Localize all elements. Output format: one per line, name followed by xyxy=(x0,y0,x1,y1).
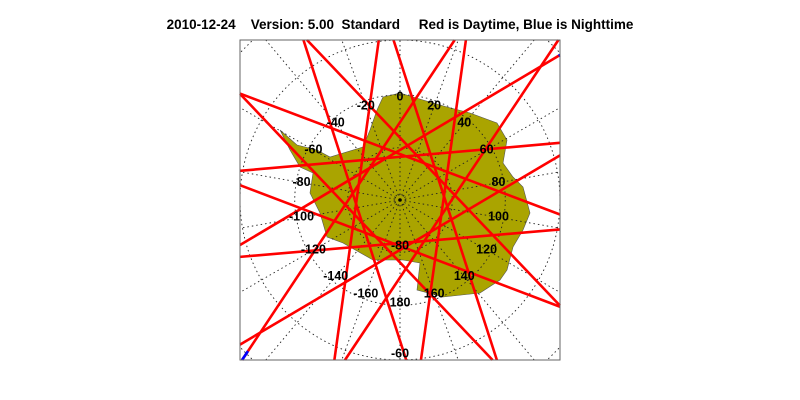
latitude-circle xyxy=(240,40,253,53)
daytime-track xyxy=(302,39,408,361)
longitude-label: 140 xyxy=(454,269,475,283)
longitude-label: 160 xyxy=(424,286,445,300)
longitude-label: 80 xyxy=(492,175,506,189)
title-mode: Standard xyxy=(341,17,401,32)
daytime-track xyxy=(239,92,494,361)
longitude-label: 120 xyxy=(476,242,497,256)
meridian-line xyxy=(239,202,396,293)
longitude-label: -120 xyxy=(301,242,326,256)
longitude-label: -80 xyxy=(292,175,310,189)
plot-title: 2010-12-24 Version: 5.00 Standard Red is… xyxy=(0,17,800,32)
title-date: 2010-12-24 xyxy=(166,17,236,32)
meridian-line xyxy=(401,204,459,361)
longitude-label: -140 xyxy=(323,269,348,283)
daytime-track xyxy=(343,39,560,361)
latitude-label: -80 xyxy=(391,239,409,253)
meridian-line xyxy=(401,39,459,196)
longitude-label: 0 xyxy=(397,89,404,103)
longitude-label: 100 xyxy=(488,210,509,224)
meridian-line xyxy=(404,171,561,200)
meridian-line xyxy=(239,200,396,229)
latitude-label: -60 xyxy=(391,346,409,360)
nighttime-track xyxy=(240,350,250,361)
meridian-line xyxy=(341,39,399,196)
map-frame xyxy=(239,39,561,361)
meridian-line xyxy=(341,204,399,361)
longitude-label: -60 xyxy=(304,142,322,156)
longitude-label: 60 xyxy=(480,142,494,156)
meridian-line xyxy=(404,107,561,198)
daytime-track xyxy=(333,39,381,361)
longitude-label: -40 xyxy=(327,116,345,130)
meridian-line xyxy=(239,171,396,200)
longitude-label: -160 xyxy=(353,286,378,300)
daytime-track xyxy=(392,39,499,361)
longitude-label: 180 xyxy=(390,295,411,309)
title-version: Version: 5.00 xyxy=(250,17,334,32)
daytime-track xyxy=(306,39,561,307)
longitude-label: 20 xyxy=(427,98,441,112)
daytime-track xyxy=(239,141,561,173)
orbit-tracks xyxy=(239,39,561,361)
daytime-track xyxy=(240,39,456,361)
meridian-line xyxy=(404,200,561,229)
daytime-track xyxy=(239,184,561,308)
longitude-label: -20 xyxy=(357,98,375,112)
daytime-track xyxy=(239,53,561,247)
daytime-track xyxy=(239,228,561,259)
daytime-track xyxy=(419,39,468,361)
longitude-label: 40 xyxy=(457,116,471,130)
title-legend: Red is Daytime, Blue is Nighttime xyxy=(418,17,634,32)
latitude-circle xyxy=(547,347,560,360)
daytime-track xyxy=(239,154,561,346)
daytime-track xyxy=(239,92,561,216)
longitude-label: -100 xyxy=(289,210,314,224)
south-pole-marker xyxy=(398,198,402,202)
